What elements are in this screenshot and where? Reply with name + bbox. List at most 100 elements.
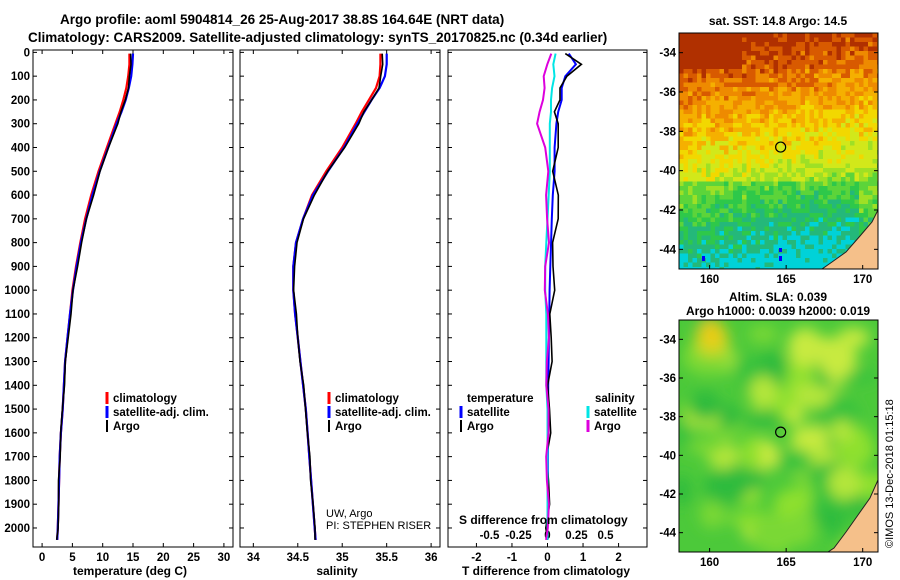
sst-cell [706, 249, 711, 254]
sst-cell [701, 262, 707, 268]
sst-cell [733, 231, 738, 236]
sst-cell [688, 60, 693, 65]
sst-cell [706, 123, 711, 128]
sst-cell [818, 231, 824, 236]
sst-cell [710, 78, 716, 83]
sst-cell [818, 258, 824, 263]
sst-cell [769, 123, 774, 128]
sst-cell [760, 226, 765, 232]
sst-cell [769, 163, 774, 169]
sst-cell [760, 253, 765, 259]
sst-cell [733, 145, 738, 151]
sst-cell [850, 231, 855, 236]
sst-cell [751, 55, 756, 61]
sst-cell [818, 262, 824, 268]
sst-cell [778, 96, 783, 101]
sst-cell [751, 181, 756, 187]
sst-cell [814, 87, 819, 92]
sst-cell [787, 213, 792, 218]
sst-cell [692, 186, 698, 191]
sst-cell [872, 33, 878, 38]
sst-cell [746, 100, 752, 106]
sst-cell [796, 87, 801, 92]
sst-cell [710, 141, 716, 146]
sst-cell [710, 73, 716, 79]
sst-cell [692, 127, 698, 133]
sst-cell [845, 109, 851, 115]
sst-cell [733, 64, 738, 70]
sst-cell [854, 127, 860, 133]
sst-cell [706, 204, 711, 209]
sst-cell [863, 163, 869, 169]
sst-cell [683, 217, 689, 223]
sst-cell [809, 42, 815, 47]
sst-cell [760, 208, 765, 214]
sst-cell [845, 163, 851, 169]
sst-cell [737, 159, 743, 164]
sst-cell [827, 249, 833, 254]
sst-cell [859, 172, 864, 178]
sst-cell [683, 82, 689, 88]
sst-cell [868, 145, 873, 151]
sst-cell [683, 73, 689, 79]
sst-cell [710, 69, 716, 74]
sst-cell [760, 159, 765, 164]
sst-cell [832, 136, 837, 142]
sst-cell [724, 204, 729, 209]
sst-cell [773, 69, 779, 74]
sst-cell [688, 51, 693, 56]
sst-cell [818, 37, 824, 43]
sst-cell [719, 195, 725, 200]
sst-cell [737, 190, 743, 196]
sst-cell [715, 96, 720, 101]
sst-cell [827, 195, 833, 200]
sst-cell [805, 258, 810, 263]
sst-cell [697, 64, 702, 70]
sst-cell [724, 235, 729, 241]
sst-cell [692, 195, 698, 200]
sst-cell [746, 145, 752, 151]
sst-cell [764, 235, 770, 241]
sst-cell [724, 33, 729, 38]
sst-cell [845, 136, 851, 142]
sst-cell [809, 100, 815, 106]
sst-cell [818, 195, 824, 200]
sst-cell [706, 105, 711, 110]
sst-cell [692, 168, 698, 173]
sst-cell [800, 132, 806, 137]
sst-cell [814, 145, 819, 151]
sst-cell [710, 91, 716, 97]
sst-cell [818, 87, 824, 92]
sst-cell [742, 69, 747, 74]
sst-cell [737, 235, 743, 241]
sst-cell [814, 127, 819, 133]
title-line-2: Climatology: CARS2009. Satellite-adjuste… [28, 30, 607, 45]
sst-cell [710, 244, 716, 250]
sst-cell [746, 181, 752, 187]
sst-cell [832, 195, 837, 200]
sst-cell [679, 240, 684, 245]
sst-cell [814, 136, 819, 142]
sst-cell [841, 208, 846, 214]
sst-cell [778, 123, 783, 128]
sst-cell [868, 127, 873, 133]
sst-cell [841, 87, 846, 92]
sst-cell [688, 235, 693, 241]
sst-cell [850, 64, 855, 70]
sst-cell [746, 199, 752, 205]
sst-cell [719, 46, 725, 52]
sst-cell [737, 114, 743, 119]
sst-cell [728, 82, 734, 88]
sst-cell [836, 145, 842, 151]
sla-anomaly [819, 341, 856, 380]
sst-cell [706, 145, 711, 151]
sst-cell [796, 96, 801, 101]
sst-cell [719, 231, 725, 236]
sst-cell [733, 186, 738, 191]
sst-cell [814, 204, 819, 209]
sst-cell [728, 42, 734, 47]
sst-cell [773, 204, 779, 209]
sst-cell [814, 159, 819, 164]
sst-cell [796, 208, 801, 214]
sst-cell [868, 105, 873, 110]
